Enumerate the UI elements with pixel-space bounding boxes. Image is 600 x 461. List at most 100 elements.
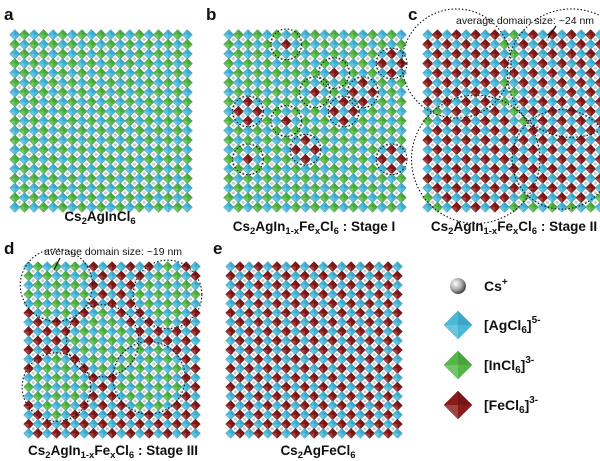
agcl6-octahedron (345, 344, 357, 356)
agcl6-octahedron (223, 86, 235, 98)
agcl6-octahedron (441, 67, 453, 79)
incl6-octahedron (133, 29, 145, 41)
fecl6-octahedron (243, 307, 255, 319)
agcl6-octahedron (95, 77, 107, 89)
cs-atom (232, 47, 236, 51)
cs-atom (123, 162, 127, 166)
agcl6-octahedron (271, 153, 283, 165)
cs-atom (37, 181, 41, 185)
cs-atom (431, 162, 435, 166)
agcl6-octahedron (152, 335, 164, 347)
agcl6-octahedron (556, 182, 568, 194)
agcl6-octahedron (489, 153, 501, 165)
incl6-octahedron (232, 163, 244, 175)
cs-atom (96, 279, 100, 283)
agcl6-octahedron (66, 182, 78, 194)
cs-atom (507, 66, 511, 70)
incl6-octahedron (95, 125, 107, 137)
cs-atom (142, 288, 146, 292)
incl6-octahedron (357, 134, 369, 146)
cs-atom (488, 200, 492, 204)
legend-item-fecl6: [FeCl6]3- (443, 390, 538, 420)
incl6-octahedron (76, 48, 88, 60)
cs-atom (161, 38, 165, 42)
cs-atom (18, 57, 22, 61)
cs-atom (132, 162, 137, 166)
cs-atom (344, 316, 348, 320)
agcl6-octahedron (189, 298, 201, 310)
agcl6-octahedron (232, 153, 244, 165)
incl6-octahedron (251, 67, 264, 79)
cs-atom (241, 66, 245, 70)
cs-atom (326, 417, 330, 421)
incl6-octahedron (290, 86, 302, 98)
agcl6-octahedron (280, 261, 292, 273)
cs-atom (123, 200, 127, 204)
cs-atom (260, 143, 264, 147)
agcl6-octahedron (546, 77, 558, 89)
agcl6-octahedron (299, 144, 311, 156)
agcl6-octahedron (575, 201, 587, 213)
agcl6-octahedron (162, 144, 174, 156)
cs-atom (161, 353, 165, 357)
agcl6-octahedron (66, 67, 78, 79)
fecl6-octahedron (594, 77, 600, 89)
cs-atom (133, 390, 137, 394)
incl6-octahedron (299, 77, 311, 89)
fecl6-octahedron (345, 298, 357, 310)
fecl6-octahedron (395, 57, 407, 70)
cs-atom (94, 114, 98, 118)
fecl6-octahedron (391, 344, 403, 356)
incl6-octahedron (223, 77, 235, 89)
cs-atom (307, 334, 311, 338)
fecl6-octahedron (479, 172, 491, 185)
cs-atom (574, 105, 578, 109)
fecl6-octahedron (508, 182, 520, 194)
agcl6-octahedron (498, 182, 510, 194)
cs-atom (94, 105, 98, 109)
cs-atom (179, 288, 183, 292)
agcl6-octahedron (23, 372, 35, 384)
incl6-octahedron (9, 115, 21, 127)
agcl6-octahedron (143, 144, 155, 156)
incl6-octahedron (60, 289, 72, 300)
agcl6-octahedron (60, 353, 72, 365)
cs-atom (326, 297, 330, 301)
fecl6-octahedron (585, 182, 597, 194)
agcl6-octahedron (162, 201, 174, 213)
agcl6-octahedron (450, 96, 463, 108)
agcl6-octahedron (299, 29, 311, 41)
incl6-octahedron (133, 182, 145, 194)
cs-atom (318, 200, 322, 204)
incl6-octahedron (242, 192, 254, 204)
cs-atom (41, 297, 45, 301)
cs-atom (68, 408, 72, 412)
fecl6-octahedron (479, 134, 491, 146)
cs-atom (289, 371, 293, 375)
fecl6-octahedron (422, 77, 434, 89)
cs-atom (124, 316, 128, 320)
agcl6-octahedron (152, 172, 165, 185)
incl6-octahedron (76, 144, 88, 156)
cs-atom (260, 191, 264, 195)
agcl6-octahedron (317, 353, 329, 365)
agcl6-octahedron (223, 48, 235, 60)
cs-atom (87, 269, 91, 273)
cs-atom (59, 343, 63, 347)
agcl6-octahedron (391, 390, 403, 402)
cs-atom (133, 297, 137, 301)
cs-atom (180, 114, 184, 118)
cs-atom (152, 143, 156, 147)
incl6-octahedron (78, 270, 90, 282)
cs-atom (507, 114, 511, 118)
agcl6-octahedron (366, 57, 379, 70)
cs-atom (289, 269, 293, 273)
fecl6-octahedron (441, 77, 453, 89)
cs-atom (241, 152, 245, 157)
cs-atom (68, 362, 72, 366)
incl6-octahedron (347, 29, 359, 41)
agcl6-octahedron (391, 335, 403, 347)
cs-atom (366, 95, 370, 99)
fecl6-octahedron (347, 105, 359, 117)
cs-atom (179, 306, 183, 310)
